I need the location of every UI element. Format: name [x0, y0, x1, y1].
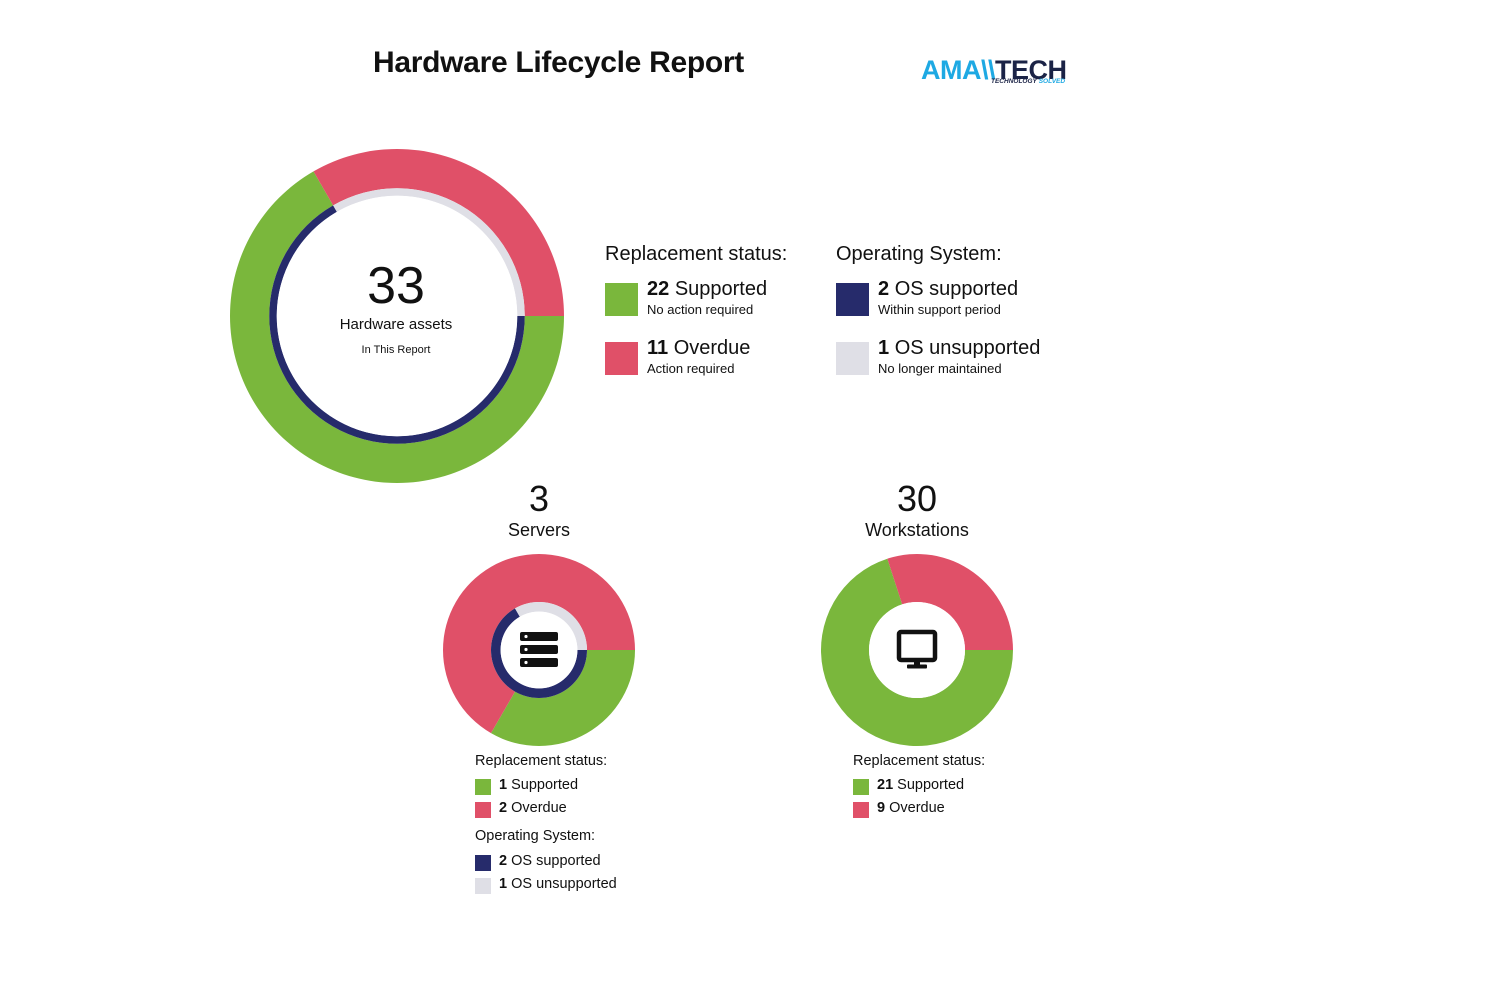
overall-replacement-status-slice-overdue — [313, 149, 564, 316]
monitor-icon — [896, 629, 938, 676]
operating-system-heading: Operating System: — [836, 243, 1002, 265]
workstations-label: Workstations — [865, 520, 969, 540]
servers-os-supported-item: 2 OS supported — [499, 853, 601, 869]
workstations-overdue-swatch — [853, 802, 869, 818]
servers-os-unsupported-item: 1 OS unsupported — [499, 876, 617, 892]
servers-overdue-swatch — [475, 802, 491, 818]
replacement-status-heading: Replacement status: — [605, 243, 788, 265]
page-title: Hardware Lifecycle Report — [373, 46, 744, 79]
workstations-supported-swatch — [853, 779, 869, 795]
servers-replacement-heading: Replacement status: — [475, 753, 608, 769]
total-assets-label: Hardware assets — [339, 316, 453, 333]
workstations-supported-item: 21 Supported — [877, 777, 965, 793]
workstations-count: 30 — [896, 478, 938, 519]
workstations-center-hole — [869, 602, 965, 698]
servers-label: Servers — [507, 520, 570, 540]
os-supported-swatch — [836, 283, 869, 316]
total-assets-count: 33 — [367, 257, 425, 315]
servers-replacement-status-slice-supported — [491, 650, 635, 746]
workstations-replacement-status-slice-supported — [821, 558, 1013, 746]
servers-replacement-status-slice-overdue — [443, 554, 635, 734]
overall-center-hole — [276, 195, 518, 437]
total-assets-sublabel: In This Report — [361, 344, 431, 356]
servers-os-heading: Operating System: — [475, 828, 596, 844]
overall-donut-chart — [230, 149, 564, 483]
os-unsupported-swatch — [836, 342, 869, 375]
server-icon — [518, 629, 560, 676]
overdue-swatch — [605, 342, 638, 375]
company-logo: AMA\\TECH TECHNOLOGY SOLVED — [921, 55, 1067, 85]
servers-overdue-item: 2 Overdue — [499, 800, 567, 816]
workstations-donut-chart — [821, 554, 1013, 746]
servers-os-unsupported-swatch — [475, 878, 491, 894]
workstations-overdue-item: 9 Overdue — [877, 800, 945, 816]
overall-operating-system-slice-os-unsupported — [333, 188, 525, 316]
workstations-replacement-heading: Replacement status: — [853, 753, 986, 769]
servers-operating-system-slice-os-unsupported — [515, 602, 587, 650]
servers-os-supported-swatch — [475, 855, 491, 871]
workstations-replacement-status-slice-overdue — [887, 554, 1013, 650]
servers-supported-swatch — [475, 779, 491, 795]
servers-supported-item: 1 Supported — [499, 777, 579, 793]
servers-count: 3 — [528, 478, 550, 519]
supported-swatch — [605, 283, 638, 316]
